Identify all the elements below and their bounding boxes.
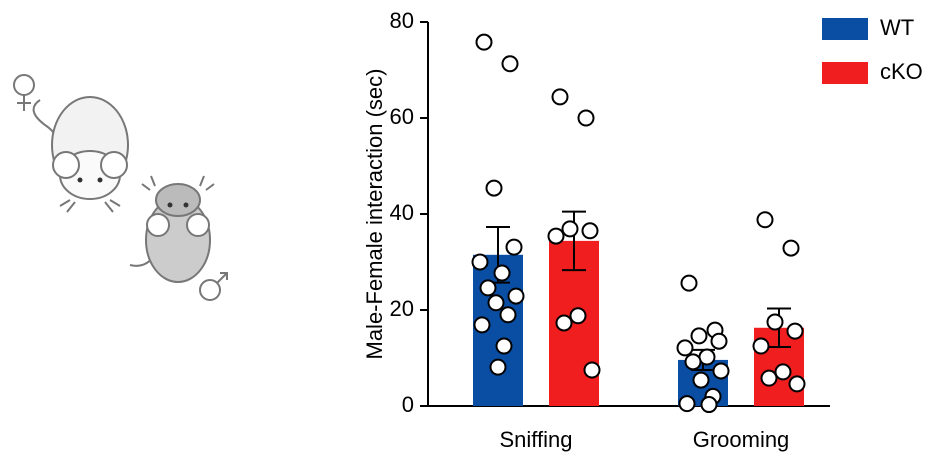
data-point (569, 307, 587, 325)
data-point (471, 253, 489, 271)
data-point (493, 264, 511, 282)
data-point (752, 337, 770, 355)
data-point (479, 279, 497, 297)
legend-swatch (822, 62, 868, 84)
data-point (786, 322, 804, 340)
y-tick-label: 60 (390, 104, 414, 129)
data-point (684, 353, 702, 371)
y-tick-label: 80 (390, 8, 414, 33)
data-point (507, 287, 525, 305)
y-tick-label: 20 (390, 296, 414, 321)
x-tick-label: Sniffing (500, 427, 573, 452)
data-point (577, 109, 595, 127)
data-point (561, 220, 579, 238)
data-point (690, 327, 708, 345)
data-point (487, 294, 505, 312)
data-point (678, 395, 696, 413)
y-tick-label: 0 (402, 392, 414, 417)
data-point (766, 313, 784, 331)
data-point (501, 55, 519, 73)
data-point (583, 361, 601, 379)
data-point (581, 222, 599, 240)
data-point (475, 33, 493, 51)
data-point (788, 375, 806, 393)
legend-label: WT (880, 15, 914, 40)
data-point (760, 369, 778, 387)
data-point (473, 316, 491, 334)
data-point (489, 358, 507, 376)
data-point (698, 348, 716, 366)
data-point (680, 274, 698, 292)
legend-swatch (822, 18, 868, 40)
legend-label: cKO (880, 59, 923, 84)
y-axis-label: Male-Female interaction (sec) (362, 69, 387, 360)
mouse-illustration (13, 74, 228, 301)
data-point (756, 211, 774, 229)
data-point (547, 227, 565, 245)
data-point (551, 88, 569, 106)
data-point (700, 396, 718, 414)
data-point (505, 238, 523, 256)
y-tick-label: 40 (390, 200, 414, 225)
data-point (692, 371, 710, 389)
data-point (774, 363, 792, 381)
data-point (495, 337, 513, 355)
data-point (555, 314, 573, 332)
data-point (782, 239, 800, 257)
data-point (712, 362, 730, 380)
data-point (499, 306, 517, 324)
x-tick-label: Grooming (693, 427, 790, 452)
data-point (676, 339, 694, 357)
data-point (485, 179, 503, 197)
data-point (710, 332, 728, 350)
